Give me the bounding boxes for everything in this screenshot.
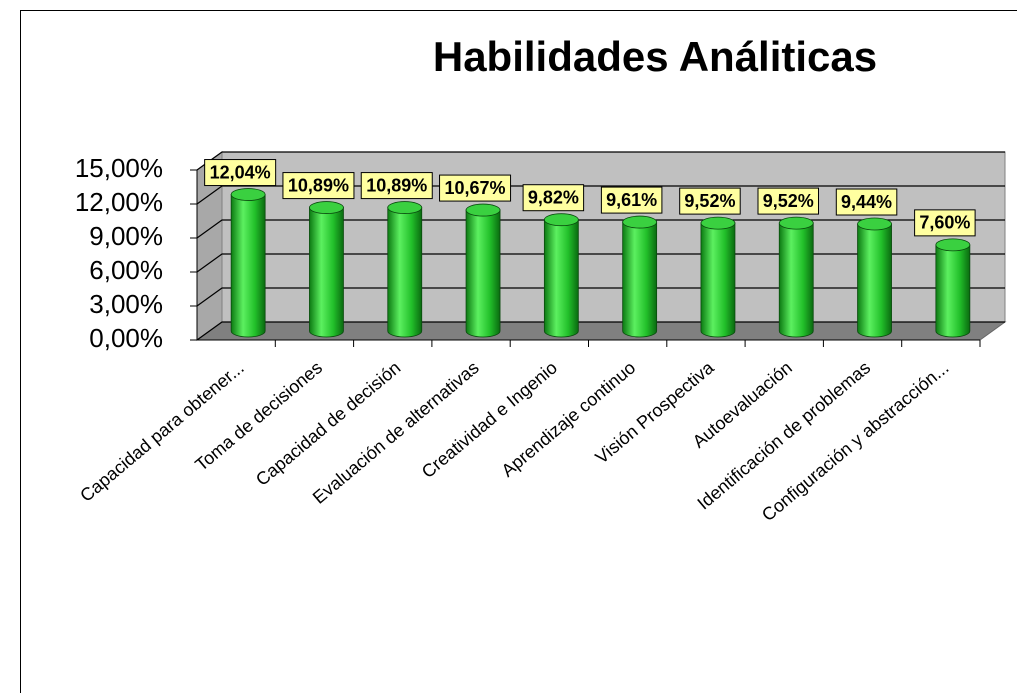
bar — [700, 216, 736, 338]
value-label-box — [835, 188, 898, 216]
bar-top — [309, 201, 344, 214]
grid-line — [196, 253, 1005, 273]
x-tick-label: Evaluación de alternativas — [309, 357, 483, 507]
y-tick-label: 15,00% — [75, 153, 163, 183]
bar-top — [465, 203, 501, 217]
bar — [309, 201, 344, 338]
bar — [778, 216, 814, 338]
bar-top — [622, 215, 658, 229]
value-label-box — [914, 209, 976, 237]
value-label-box — [679, 187, 741, 215]
value-label: 9,52% — [757, 187, 819, 215]
value-label-text: 10,89% — [366, 175, 427, 195]
bar-body — [309, 207, 344, 338]
x-tick-label: Creatividad e Ingenio — [418, 357, 561, 482]
bar-top — [700, 216, 736, 230]
x-tick-label: Aprendizaje continuo — [498, 357, 640, 480]
value-label-text: 12,04% — [210, 162, 271, 182]
y-tick-label: 9,00% — [89, 221, 163, 251]
value-label-text: 9,61% — [606, 190, 657, 210]
bar-top — [778, 216, 814, 230]
value-label: 9,44% — [835, 188, 898, 216]
value-label-text: 9,52% — [763, 191, 814, 211]
value-label-text: 9,82% — [528, 187, 579, 207]
value-label-box — [360, 172, 433, 200]
y-tick-label: 12,00% — [75, 187, 163, 217]
bar — [465, 203, 501, 338]
y-tick-label: 3,00% — [89, 289, 163, 319]
bar-top — [230, 188, 266, 201]
grid-line — [196, 219, 1005, 239]
x-tick-label: Capacidad de decisión — [252, 357, 404, 489]
value-label: 9,52% — [679, 187, 741, 215]
bar-body — [778, 222, 814, 338]
bar-top — [857, 217, 892, 231]
frame — [20, 10, 1017, 693]
value-label: 12,04% — [204, 159, 277, 187]
value-label: 10,67% — [439, 174, 512, 202]
value-label-box — [204, 159, 277, 187]
bar — [935, 238, 971, 338]
value-label-box — [600, 186, 663, 214]
bar-body — [543, 219, 579, 338]
value-label-text: 10,89% — [288, 175, 349, 195]
bar-body — [622, 221, 658, 338]
value-label-text: 9,44% — [841, 192, 892, 212]
value-label-text: 10,67% — [445, 178, 506, 198]
y-tick-label: 0,00% — [89, 323, 163, 353]
value-label-box — [522, 184, 585, 212]
value-label-box — [757, 187, 819, 215]
bar — [857, 217, 892, 338]
value-label: 9,61% — [600, 186, 663, 214]
value-label: 7,60% — [914, 209, 976, 237]
chart-title: Habilidades Análiticas — [433, 33, 877, 80]
x-tick-label: Toma de decisiones — [191, 357, 326, 475]
bar-body — [465, 209, 501, 338]
bar — [387, 201, 423, 338]
value-label-box — [439, 174, 512, 202]
bar-top — [543, 213, 579, 227]
bar — [230, 188, 266, 338]
bar-top — [935, 238, 971, 252]
x-tick-label: Capacidad para obtener... — [76, 357, 248, 505]
bar-body — [857, 223, 892, 338]
y-tick-label: 6,00% — [89, 255, 163, 285]
grid-line — [196, 287, 1005, 307]
value-label-text: 7,60% — [919, 213, 970, 233]
bar — [622, 215, 658, 338]
value-label: 10,89% — [282, 172, 355, 200]
value-label: 9,82% — [522, 184, 585, 212]
value-label: 10,89% — [360, 172, 433, 200]
bar-body — [700, 222, 736, 338]
value-label-text: 9,52% — [684, 191, 735, 211]
bar-body — [387, 207, 423, 338]
grid-line — [196, 321, 1005, 341]
value-label-box — [282, 172, 355, 200]
bar-top — [387, 201, 423, 214]
bar — [543, 213, 579, 338]
bar-body — [935, 244, 971, 338]
bar-body — [230, 194, 266, 338]
